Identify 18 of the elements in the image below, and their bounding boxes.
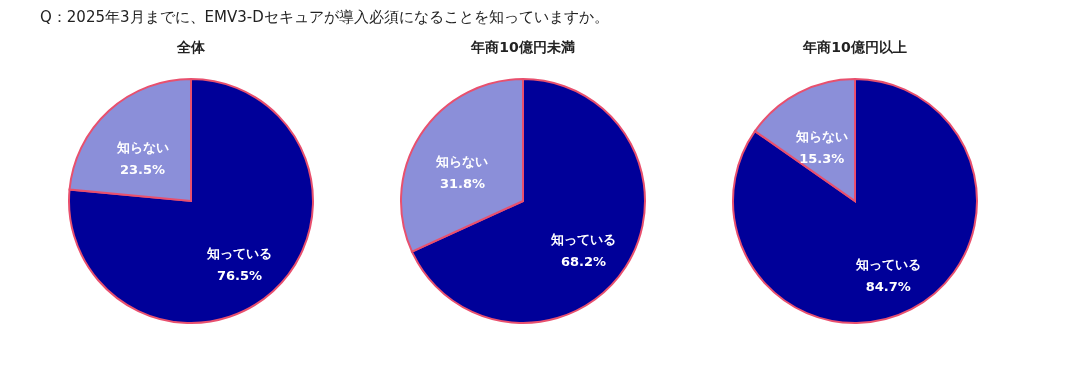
data-label: 15.3%: [799, 151, 845, 167]
data-label: 23.5%: [119, 161, 166, 177]
slice-label: 知らない: [794, 129, 848, 145]
pie-slice: [68, 78, 314, 324]
slice-label: 知っている: [550, 231, 617, 247]
slice-label: 知っている: [205, 246, 272, 262]
pie-slice: [732, 78, 978, 324]
slice-label: 知っている: [854, 256, 921, 272]
slice-label: 知らない: [115, 139, 169, 155]
data-label: 84.7%: [865, 278, 911, 294]
data-label: 76.5%: [216, 268, 263, 284]
chart-title: 全体: [176, 39, 206, 55]
chart-title: 年商10億円以上: [802, 39, 907, 55]
data-label: 31.8%: [439, 176, 486, 192]
chart-title: 年商10億円未満: [470, 39, 575, 55]
slice-label: 知らない: [435, 154, 489, 170]
text: Q：2025年3月までに、EMV3-Dセキュアが導入必須になることを知っていますか。: [40, 8, 609, 27]
data-label: 68.2%: [560, 253, 607, 269]
